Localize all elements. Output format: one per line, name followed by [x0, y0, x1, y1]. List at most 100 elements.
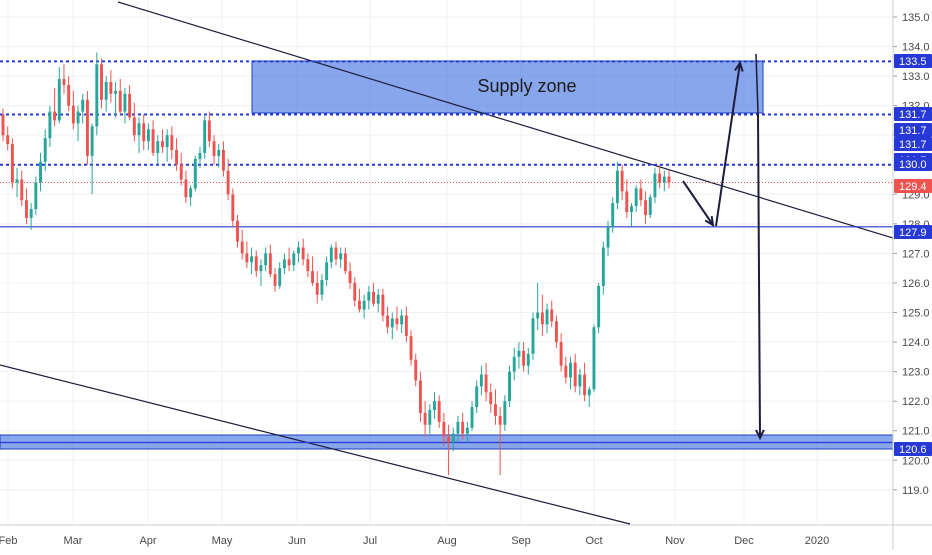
candle-body — [437, 401, 441, 422]
level-tag: 130.0 — [894, 157, 932, 171]
candle-body — [320, 279, 324, 295]
candle — [517, 342, 521, 369]
candle — [142, 114, 146, 150]
x-tick-label: Nov — [665, 535, 685, 547]
candle — [348, 262, 352, 289]
candle — [386, 306, 390, 334]
candle — [531, 312, 535, 360]
candle-body — [442, 421, 446, 437]
candle — [6, 126, 10, 150]
candle-body — [517, 350, 521, 357]
candle — [644, 191, 648, 224]
candle-body — [212, 141, 216, 156]
level-lines — [0, 60, 893, 444]
candle-body — [559, 342, 563, 366]
candle — [611, 197, 615, 233]
candle-body — [297, 247, 300, 254]
y-tick-label: 120.0 — [902, 455, 930, 467]
candle — [508, 365, 511, 408]
candle-body — [62, 79, 66, 85]
candle-body — [34, 182, 38, 210]
candle-body — [132, 117, 136, 136]
candle — [100, 58, 103, 109]
candle-body — [20, 179, 24, 201]
candle — [109, 70, 113, 103]
price-tags: 133.5131.7131.7131.7131.7130.0129.4127.9… — [894, 54, 932, 456]
candle — [442, 412, 446, 446]
tag-background — [894, 442, 932, 456]
candle-body — [587, 389, 591, 396]
candle-body — [404, 315, 408, 337]
candle-body — [367, 291, 371, 301]
candles — [1, 52, 671, 476]
candle — [207, 111, 211, 148]
candle-body — [465, 427, 469, 434]
candle-body — [236, 220, 239, 242]
level-tag: 131.7 — [894, 107, 932, 121]
candle — [128, 84, 132, 121]
candle — [301, 238, 305, 266]
candle — [451, 427, 455, 452]
candle-body — [29, 209, 33, 218]
candle — [118, 79, 122, 115]
candle — [189, 185, 193, 207]
candle — [39, 152, 42, 192]
candle — [569, 356, 572, 390]
upper-trendline — [117, 1, 894, 239]
candle — [564, 356, 568, 384]
candle-body — [254, 256, 258, 272]
candle-body — [554, 321, 558, 343]
candle — [334, 241, 338, 266]
candle — [433, 392, 436, 419]
x-tick-label: Mar — [64, 535, 83, 547]
candle-body — [109, 82, 113, 94]
candle — [114, 82, 118, 118]
candle-body — [264, 253, 268, 266]
candle-body — [456, 421, 460, 434]
tag-background — [894, 137, 932, 151]
price-axis: 135.0134.0133.0132.0131.0130.0129.0128.0… — [892, 0, 930, 550]
candle — [437, 395, 441, 428]
candle — [390, 312, 394, 340]
x-tick-label: Dec — [734, 535, 754, 547]
candle-body — [667, 176, 671, 183]
candle-body — [428, 410, 432, 425]
candle-body — [170, 135, 174, 150]
candle — [76, 105, 80, 142]
candle — [43, 129, 47, 171]
candle-body — [409, 336, 413, 360]
candle — [179, 152, 183, 186]
candle-body — [221, 149, 225, 171]
tag-label: 120.6 — [899, 444, 927, 456]
candle-body — [325, 262, 329, 280]
candle — [489, 383, 493, 413]
candle — [479, 365, 483, 396]
y-tick-label: 127.0 — [902, 248, 930, 260]
candle — [146, 123, 150, 150]
candle-body — [259, 265, 263, 272]
candle — [653, 167, 657, 204]
candle-body — [372, 291, 375, 304]
candle-body — [536, 312, 540, 319]
candle-body — [240, 241, 244, 254]
x-tick-label: Sep — [511, 535, 531, 547]
candle-body — [390, 318, 394, 328]
tag-label: 131.7 — [899, 109, 927, 121]
candle — [315, 271, 319, 304]
candle-body — [418, 380, 422, 413]
candle-body — [198, 152, 202, 159]
candle — [311, 256, 315, 286]
candle — [67, 76, 71, 112]
candle — [292, 250, 296, 272]
candle-body — [489, 392, 493, 405]
candle-body — [24, 200, 28, 218]
candle-body — [639, 188, 643, 201]
candle-body — [137, 123, 141, 136]
candle-body — [81, 99, 85, 112]
candle-body — [287, 259, 291, 266]
candle-body — [292, 253, 296, 266]
candle — [639, 179, 643, 207]
candle-body — [475, 386, 479, 408]
candle — [339, 247, 343, 269]
